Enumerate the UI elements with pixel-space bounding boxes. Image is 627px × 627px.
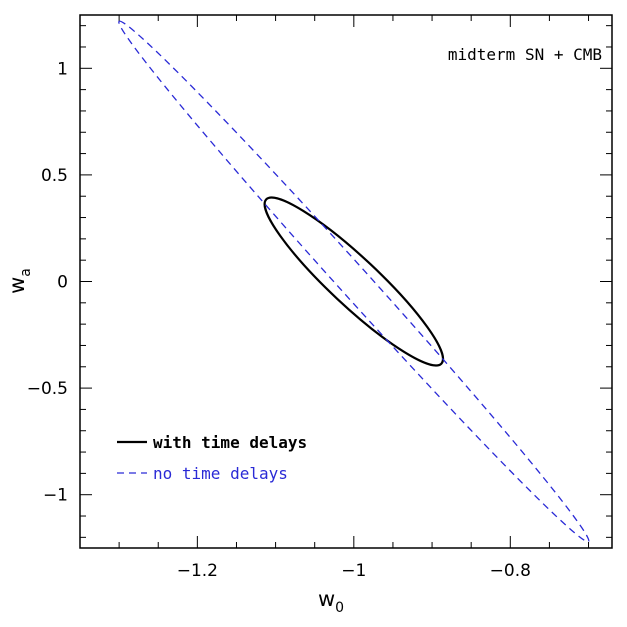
- legend-label-no-time-delays: no time delays: [153, 464, 288, 483]
- contour-no-time-delays: [118, 20, 590, 543]
- y-axis-label: wa: [5, 268, 34, 294]
- legend-label-with-time-delays: with time delays: [153, 433, 307, 452]
- ticks-group: −1.2 −1 −0.8 −1 −0.5 0 0.5 1: [27, 15, 612, 581]
- y-tick-label: 1: [57, 59, 68, 79]
- x-tick-label: −1.2: [177, 561, 218, 581]
- y-axis-label-main: w: [5, 277, 29, 294]
- x-tick-label: −0.8: [490, 561, 531, 581]
- y-tick-label: −0.5: [27, 379, 68, 399]
- plot-frame: [79, 14, 613, 549]
- legend: with time delays no time delays: [117, 433, 307, 483]
- y-axis-label-sub: a: [18, 268, 34, 277]
- x-axis-label-main: w: [318, 587, 335, 611]
- x-axis-label: w0: [318, 587, 344, 616]
- y-tick-label: −1: [43, 486, 68, 506]
- contour-with-time-delays: [263, 196, 445, 367]
- x-tick-label: −1: [341, 561, 366, 581]
- y-tick-label: 0: [57, 273, 68, 293]
- chart-annotation: midterm SN + CMB: [448, 45, 602, 64]
- y-tick-label: 0.5: [41, 166, 68, 186]
- x-axis-label-sub: 0: [335, 600, 344, 616]
- contours-group: [118, 20, 590, 543]
